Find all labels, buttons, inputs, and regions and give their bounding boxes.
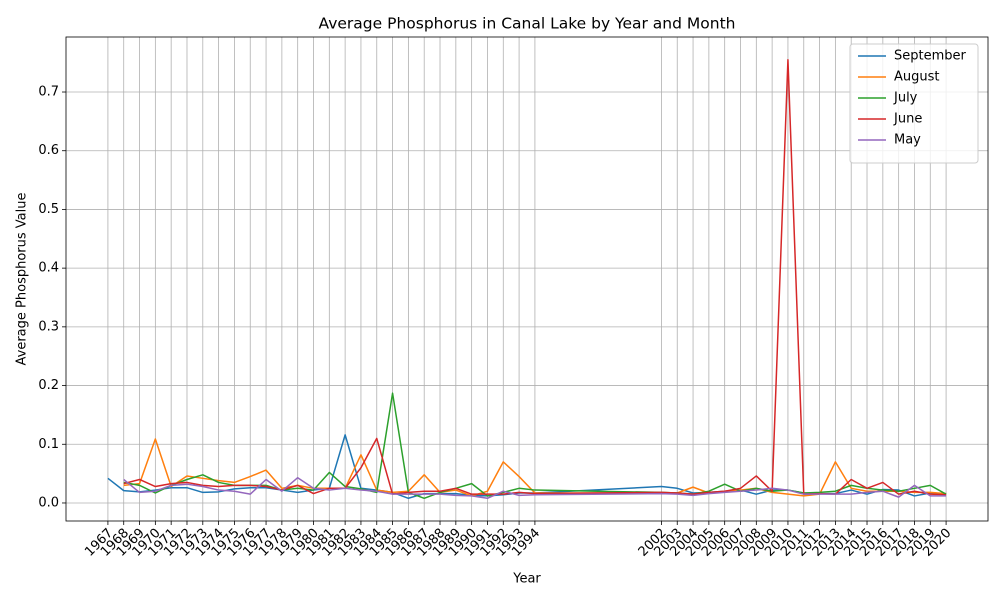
legend-label: June	[893, 112, 922, 127]
x-axis-label: Year	[512, 572, 541, 587]
legend-label: August	[894, 70, 940, 85]
y-tick-label: 0.6	[38, 143, 59, 158]
y-tick-label: 0.5	[38, 202, 59, 217]
y-axis-label: Average Phosphorus Value	[15, 193, 30, 366]
legend-label: July	[893, 91, 918, 106]
chart-title: Average Phosphorus in Canal Lake by Year…	[319, 15, 736, 33]
y-tick-label: 0.7	[38, 85, 59, 100]
data-line	[123, 476, 947, 500]
y-tick-label: 0.1	[38, 437, 59, 452]
legend: September August July June May	[849, 43, 979, 164]
y-tick-label: 0.0	[38, 495, 59, 510]
y-tick-label: 0.2	[38, 378, 59, 393]
legend-box	[849, 43, 979, 164]
legend-label: September	[894, 49, 967, 64]
y-tick-label: 0.4	[38, 261, 59, 276]
y-tick-label: 0.3	[38, 319, 59, 334]
plot-frame	[65, 36, 989, 522]
legend-label: May	[894, 133, 921, 148]
